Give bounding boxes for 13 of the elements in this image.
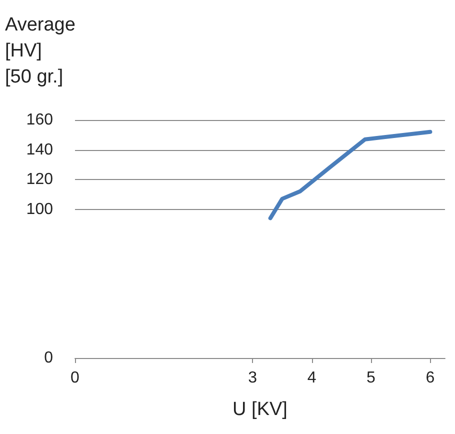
y-axis-title: Average [HV] [50 gr.] (5, 14, 76, 88)
line-series (268, 130, 432, 220)
x-tick-label: 0 (70, 370, 80, 386)
x-tick-label: 6 (426, 370, 435, 386)
x-tick-label: 5 (366, 370, 376, 386)
y-tick-label: 0 (44, 350, 54, 366)
y-tick-label: 100 (26, 200, 54, 218)
y-tick-label: 120 (26, 171, 54, 188)
x-tick-label: 4 (307, 370, 316, 386)
x-tick-label: 3 (248, 370, 258, 386)
y-tick-label: 140 (26, 141, 54, 158)
y-tick-label: 160 (26, 112, 54, 128)
x-axis-title: U [KV] (232, 399, 288, 420)
